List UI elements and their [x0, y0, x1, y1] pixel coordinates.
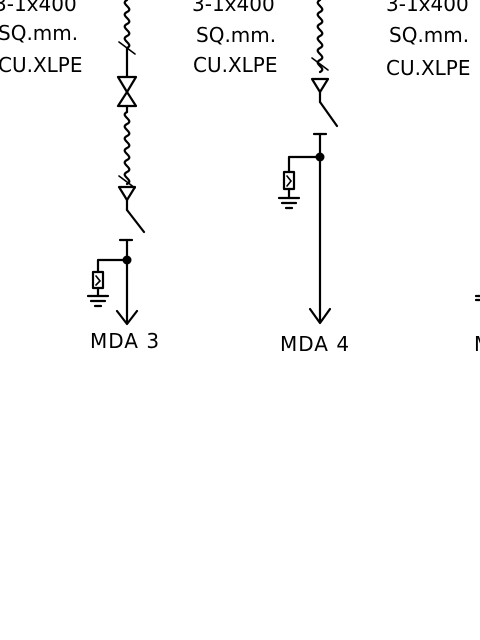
feeder-1-contactor-icon — [116, 75, 138, 108]
feeder-3-cable-size: 3-1x400 — [386, 0, 469, 16]
feeder-1-destination-label: MDA 3 — [90, 329, 160, 353]
feeder-1-arrester-mark-icon — [95, 275, 102, 286]
feeder-1-breaker-head-icon — [117, 185, 137, 202]
feeder-1-ground-icon — [86, 294, 110, 308]
feeder-1: 3-1x400 SQ.mm. CU.XLPE MDA 3 — [0, 0, 160, 353]
feeder-3-cable-unit: SQ.mm. — [389, 23, 469, 47]
feeder-3-destination-label: MDA 5 — [474, 332, 480, 356]
feeder-2-cable-size: 3-1x400 — [192, 0, 275, 16]
feeder-2-arrow-icon — [308, 307, 332, 325]
feeder-2-breaker-head-icon — [310, 77, 330, 94]
feeder-3-cable-type: CU.XLPE — [386, 56, 471, 80]
feeder-2-ground-icon — [277, 196, 301, 210]
feeder-1-cable-type: CU.XLPE — [0, 53, 83, 77]
feeder-2: 3-1x400 SQ.mm. CU.XLPE MDA 4 — [192, 0, 350, 356]
feeder-1-cable-unit: SQ.mm. — [0, 21, 78, 45]
feeder-1-switch-icon — [125, 208, 146, 234]
feeder-3: 3-1x400 SQ.mm. CU.XLPE MDA 5 — [386, 0, 480, 356]
feeder-2-surge-arrester-icon — [282, 170, 296, 191]
feeder-2-cable-type: CU.XLPE — [193, 53, 278, 77]
feeder-1-draw-out-link-lower-icon — [123, 110, 131, 186]
feeder-2-arrester-lead — [287, 155, 322, 174]
feeder-1-cable-size: 3-1x400 — [0, 0, 77, 16]
feeder-2-destination-label: MDA 4 — [280, 332, 350, 356]
feeder-2-draw-out-link-icon — [316, 0, 324, 74]
feeder-1-surge-arrester-icon — [91, 270, 105, 290]
feeder-1-arrow-icon — [115, 309, 139, 326]
feeder-2-slash-mark-icon — [311, 57, 329, 71]
feeder-2-switch-icon — [318, 100, 339, 128]
feeder-2-cable-unit: SQ.mm. — [196, 23, 276, 47]
feeder-1-arrester-lead — [96, 258, 129, 274]
feeder-2-arrester-mark-icon — [286, 175, 293, 187]
feeder-1-draw-out-link-upper-icon — [123, 0, 131, 50]
